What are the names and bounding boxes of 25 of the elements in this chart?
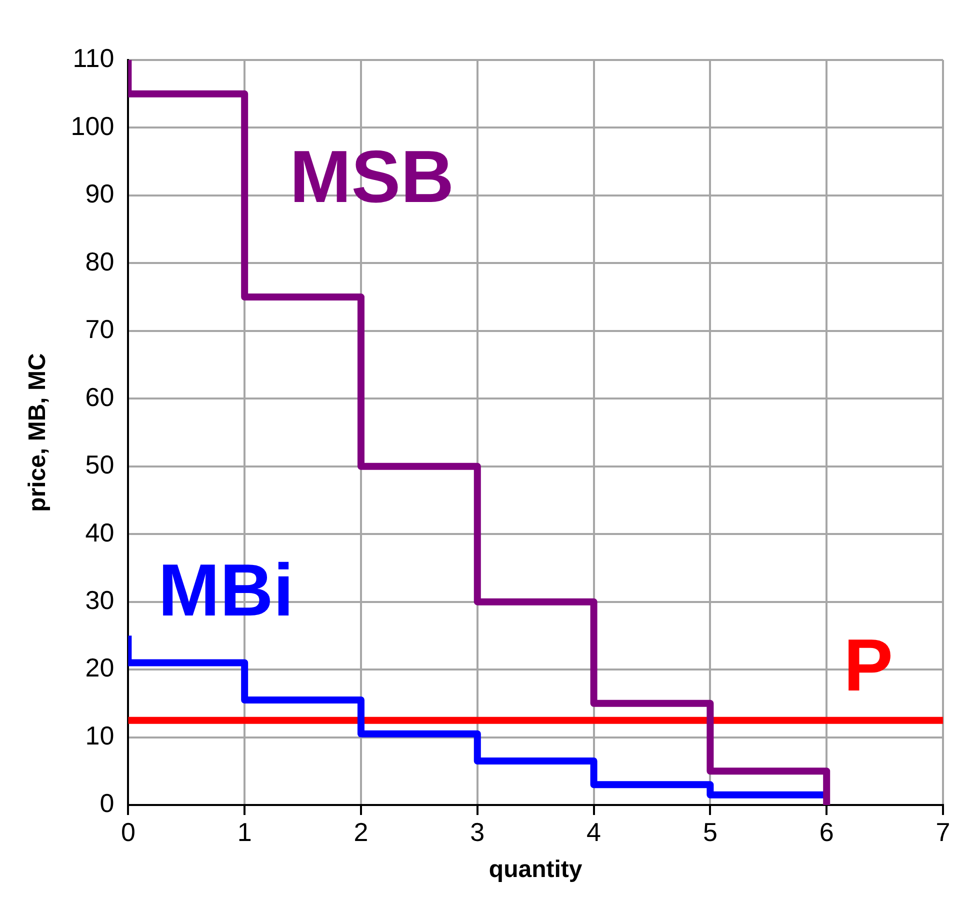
y-tick-label: 100: [70, 110, 114, 141]
x-tick-label: 1: [237, 816, 252, 847]
y-tick-label: 90: [85, 178, 114, 209]
y-tick-label: 20: [85, 652, 114, 683]
y-tick-label: 60: [85, 382, 114, 412]
y-tick-label: 0: [100, 788, 114, 818]
y-tick-label: 40: [85, 517, 114, 548]
x-tick-label: 5: [702, 816, 718, 847]
x-tick-label: 7: [936, 816, 950, 847]
x-tick-label: 4: [586, 816, 602, 847]
x-axis-title: quantity: [488, 856, 583, 884]
series-label: MSB: [290, 135, 454, 218]
x-tick-label: 3: [470, 816, 485, 847]
y-tick-label: 80: [85, 246, 114, 276]
y-tick-label: 30: [85, 584, 114, 615]
y-axis-title: price, MB, MC: [24, 353, 52, 512]
x-tick-label: 0: [120, 816, 136, 847]
x-tick-label: 2: [354, 816, 368, 847]
y-tick-label: 110: [72, 43, 114, 74]
series-label: MBi: [158, 548, 294, 632]
y-tick-label: 10: [85, 720, 114, 750]
x-tick-label: 6: [819, 816, 834, 847]
y-tick-label: 70: [85, 314, 114, 344]
y-tick-label: 50: [85, 450, 114, 480]
ref-line-label: P: [844, 623, 893, 706]
